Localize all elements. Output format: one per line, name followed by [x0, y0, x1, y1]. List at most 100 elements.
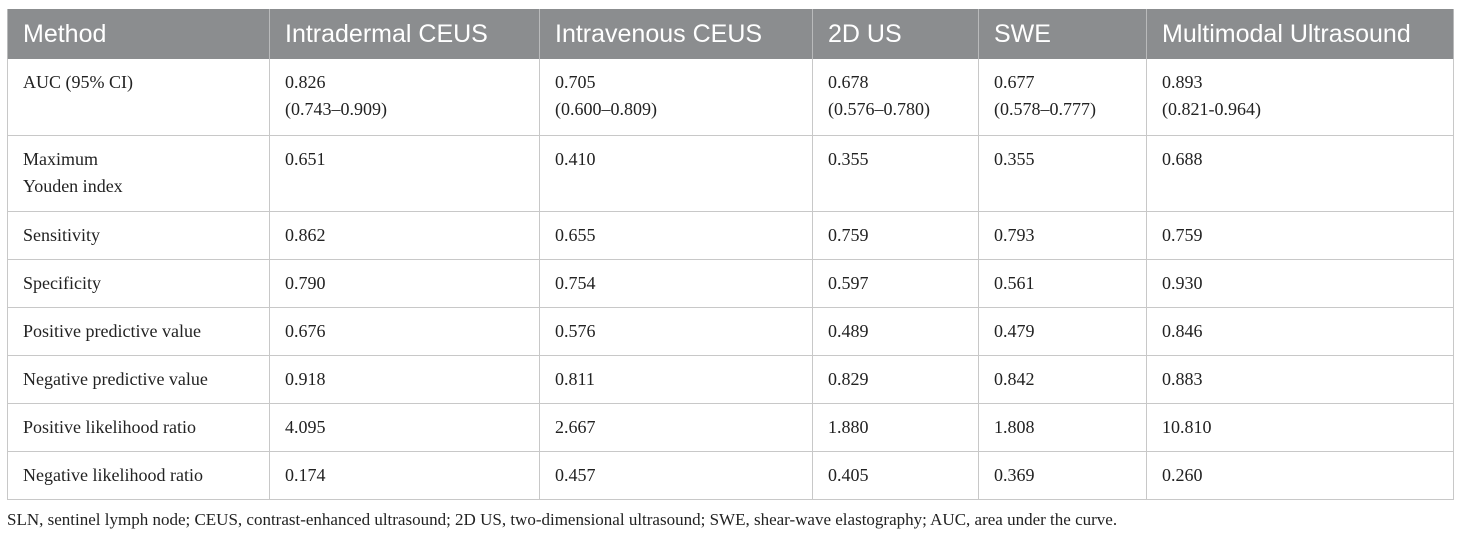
cell-value: (0.576–0.780) — [828, 99, 930, 119]
results-table-container: Method Intradermal CEUS Intravenous CEUS… — [7, 9, 1454, 500]
cell-value: 0.174 — [285, 464, 326, 485]
table-cell: 0.174 — [269, 450, 540, 500]
table-cell: 2.667 — [539, 402, 813, 452]
cell-value: 0.829 — [828, 368, 869, 389]
row-label-line: Positive likelihood ratio — [23, 416, 196, 437]
table-cell: 4.095 — [269, 402, 540, 452]
table-cell: 0.826 (0.743–0.909) — [269, 59, 540, 136]
cell-value: 0.489 — [828, 320, 869, 341]
table-cell: 1.808 — [978, 402, 1147, 452]
table-cell: 0.457 — [539, 450, 813, 500]
table-row-specificity: Specificity 0.790 0.754 0.597 0.561 0.930 — [7, 258, 1454, 308]
table-cell: 0.479 — [978, 306, 1147, 356]
table-cell: 0.677 (0.578–0.777) — [978, 59, 1147, 136]
table-row-sensitivity: Sensitivity 0.862 0.655 0.759 0.793 0.759 — [7, 210, 1454, 260]
table-cell: 0.678 (0.576–0.780) — [812, 59, 979, 136]
row-label-line: Negative predictive value — [23, 368, 208, 389]
table-cell: 0.655 — [539, 210, 813, 260]
table-cell: 0.793 — [978, 210, 1147, 260]
cell-value: 0.561 — [994, 272, 1035, 293]
cell-value: 0.811 — [555, 368, 595, 389]
table-cell: 0.576 — [539, 306, 813, 356]
row-label: Negative likelihood ratio — [7, 450, 270, 500]
row-label: Sensitivity — [7, 210, 270, 260]
table-cell: 0.930 — [1146, 258, 1454, 308]
table-cell: 0.489 — [812, 306, 979, 356]
cell-value: 1.880 — [828, 416, 869, 437]
table-cell: 0.811 — [539, 354, 813, 404]
row-label: Positive likelihood ratio — [7, 402, 270, 452]
cell-value: 0.369 — [994, 464, 1035, 485]
cell-value: 0.405 — [828, 464, 869, 485]
table-cell: 0.676 — [269, 306, 540, 356]
table-cell: 0.355 — [978, 134, 1147, 212]
table-row-positive-predictive-value: Positive predictive value 0.676 0.576 0.489… — [7, 306, 1454, 356]
table-cell: 0.688 — [1146, 134, 1454, 212]
cell-value: 0.846 — [1162, 320, 1203, 341]
cell-value: 0.651 — [285, 148, 326, 169]
cell-value: 0.759 — [1162, 224, 1203, 245]
table-cell: 0.918 — [269, 354, 540, 404]
cell-value: 0.676 — [285, 320, 326, 341]
cell-value: 0.893 — [1162, 72, 1203, 92]
table-cell: 0.260 — [1146, 450, 1454, 500]
cell-value: (0.821-0.964) — [1162, 99, 1261, 119]
table-header: Method Intradermal CEUS Intravenous CEUS… — [7, 9, 1454, 59]
row-label: AUC (95% CI) — [7, 59, 270, 136]
table-row-negative-predictive-value: Negative predictive value 0.918 0.811 0.829… — [7, 354, 1454, 404]
cell-value: 0.759 — [828, 224, 869, 245]
table-cell: 0.369 — [978, 450, 1147, 500]
cell-value: 0.842 — [994, 368, 1035, 389]
header-multimodal-ultrasound: Multimodal Ultrasound — [1146, 9, 1454, 59]
table-row-maximum-youden-index: Maximum Youden index 0.651 0.410 0.355 0.355 0… — [7, 134, 1454, 212]
table-cell: 0.829 — [812, 354, 979, 404]
row-label: Specificity — [7, 258, 270, 308]
cell-value: 0.677 — [994, 72, 1035, 92]
header-2d-us: 2D US — [812, 9, 979, 59]
row-label: Positive predictive value — [7, 306, 270, 356]
cell-value: (0.578–0.777) — [994, 99, 1096, 119]
table-cell: 0.862 — [269, 210, 540, 260]
cell-value: 0.705 — [555, 72, 596, 92]
row-label-line: AUC (95% CI) — [23, 72, 133, 92]
table-cell: 0.355 — [812, 134, 979, 212]
cell-value: 1.808 — [994, 416, 1035, 437]
cell-value: 0.678 — [828, 72, 869, 92]
header-method: Method — [7, 9, 270, 59]
cell-value: 2.667 — [555, 416, 596, 437]
table-footnote: SLN, sentinel lymph node; CEUS, contrast… — [7, 510, 1118, 529]
cell-value: (0.743–0.909) — [285, 99, 387, 119]
cell-value: 0.883 — [1162, 368, 1203, 389]
table-cell: 0.893 (0.821-0.964) — [1146, 59, 1454, 136]
cell-value: 0.754 — [555, 272, 596, 293]
cell-value: 0.355 — [994, 148, 1035, 169]
header-row: Method Intradermal CEUS Intravenous CEUS… — [7, 9, 1454, 59]
header-intravenous-ceus: Intravenous CEUS — [539, 9, 813, 59]
cell-value: 0.793 — [994, 224, 1035, 245]
row-label-line: Sensitivity — [23, 224, 101, 245]
table-cell: 1.880 — [812, 402, 979, 452]
cell-value: 0.576 — [555, 320, 596, 341]
table-cell: 10.810 — [1146, 402, 1454, 452]
cell-value: 4.095 — [285, 416, 326, 437]
cell-value: 0.479 — [994, 320, 1035, 341]
row-label: Negative predictive value — [7, 354, 270, 404]
header-intradermal-ceus: Intradermal CEUS — [269, 9, 540, 59]
table-row-positive-likelihood-ratio: Positive likelihood ratio 4.095 2.667 1.880… — [7, 402, 1454, 452]
cell-value: 10.810 — [1162, 416, 1212, 437]
cell-value: 0.918 — [285, 368, 326, 389]
cell-value: (0.600–0.809) — [555, 99, 657, 119]
cell-value: 0.826 — [285, 72, 326, 92]
table-cell: 0.651 — [269, 134, 540, 212]
row-label-line: Negative likelihood ratio — [23, 464, 203, 485]
cell-value: 0.930 — [1162, 272, 1203, 293]
row-label: Maximum Youden index — [7, 134, 270, 212]
table-cell: 0.759 — [1146, 210, 1454, 260]
diagnostic-performance-table: Method Intradermal CEUS Intravenous CEUS… — [7, 9, 1454, 500]
table-cell: 0.846 — [1146, 306, 1454, 356]
table-body: AUC (95% CI) 0.826 (0.743–0.909) 0.705 (0.60… — [7, 59, 1454, 500]
table-cell: 0.561 — [978, 258, 1147, 308]
table-cell: 0.597 — [812, 258, 979, 308]
table-cell: 0.705 (0.600–0.809) — [539, 59, 813, 136]
cell-value: 0.862 — [285, 224, 326, 245]
